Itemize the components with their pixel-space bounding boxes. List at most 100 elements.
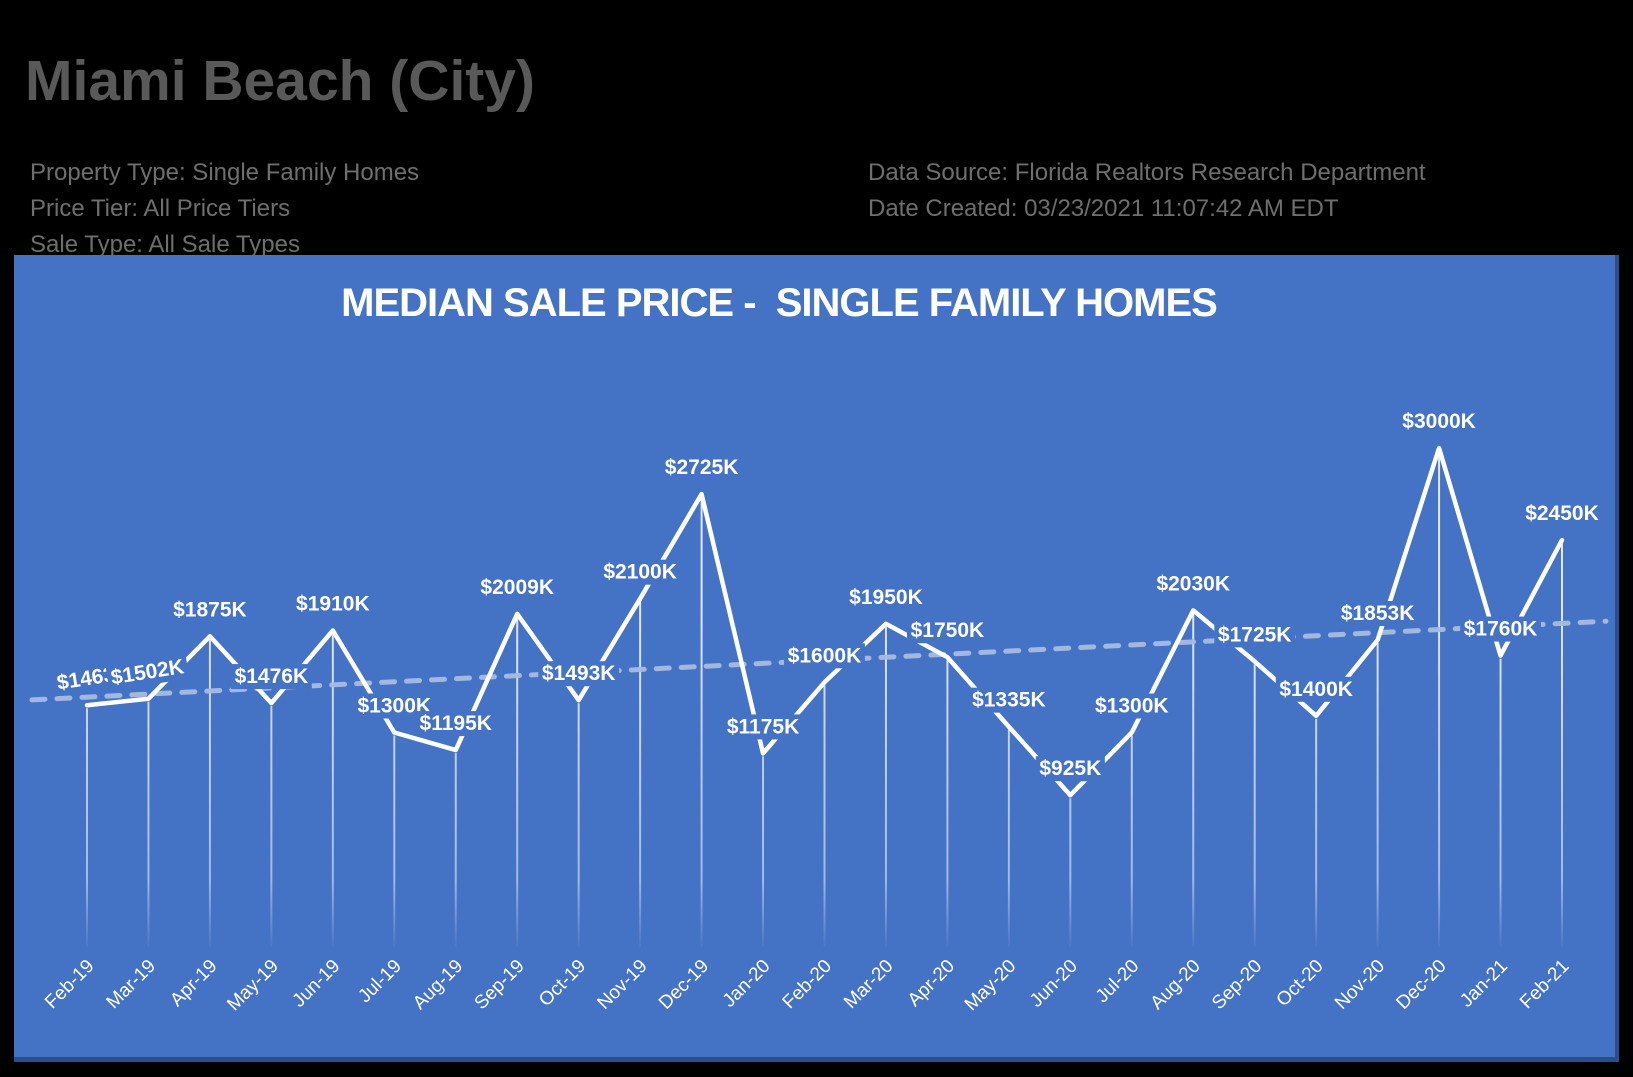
drop-lines: [86, 451, 1563, 947]
data-point-label: $1750K: [907, 618, 988, 644]
price-tier-label: Price Tier: All Price Tiers: [30, 195, 291, 222]
data-point-label: $1760K: [1460, 616, 1541, 642]
x-axis-label: Nov-20: [1331, 956, 1389, 1014]
data-label-text: $1875K: [173, 598, 247, 621]
data-point-label: $2100K: [599, 559, 681, 585]
data-point-label: $3000K: [1398, 409, 1480, 435]
data-point-label: $1195K: [415, 711, 497, 737]
data-point-label: $1600K: [784, 643, 865, 669]
data-label-text: $2725K: [665, 456, 739, 479]
data-source-label: Data Source: Florida Realtors Research D…: [868, 159, 1426, 186]
data-label-backing: [476, 574, 558, 600]
data-label-text: $2450K: [1525, 502, 1599, 525]
data-label-text: $2009K: [480, 576, 554, 599]
date-created-label: Date Created: 03/23/2021 11:07:42 AM EDT: [868, 195, 1339, 222]
data-label-backing: [1460, 616, 1541, 642]
data-label-text: $2100K: [603, 561, 677, 584]
data-point-label: $1910K: [292, 591, 374, 617]
data-label-text: $1400K: [1279, 678, 1353, 701]
data-label-backing: [169, 597, 251, 623]
data-label-text: $1950K: [849, 586, 923, 609]
x-axis-label: Mar-20: [840, 956, 897, 1013]
property-type-label: Property Type: Single Family Homes: [30, 159, 420, 186]
data-point-label: $925K: [1035, 756, 1105, 782]
data-label-backing: [1152, 571, 1234, 597]
data-label-text: $2030K: [1156, 572, 1230, 595]
data-label-text: $1300K: [358, 695, 432, 718]
data-label-backing: [784, 643, 865, 669]
chart-plot: $1463$1502K$1875K$1476K$1910K$1300K$1195…: [29, 409, 1609, 1016]
data-label-backing: [105, 653, 190, 691]
x-axis-label: Oct-20: [1273, 956, 1328, 1011]
data-label-text: $1600K: [788, 644, 862, 667]
report-meta-right: Data Source: Florida Realtors Research D…: [868, 155, 1426, 227]
x-axis-label: Aug-20: [1147, 956, 1205, 1014]
data-label-backing: [722, 714, 804, 740]
data-point-labels: $1463$1502K$1875K$1476K$1910K$1300K$1195…: [49, 409, 1603, 782]
x-axis-label: Aug-19: [409, 956, 467, 1014]
data-point-label: $1502K: [105, 653, 190, 691]
x-axis-label: Jan-21: [1456, 956, 1512, 1012]
data-label-text: $1476K: [235, 665, 309, 688]
data-label-backing: [1521, 501, 1603, 527]
data-label-backing: [1035, 756, 1105, 782]
x-axis-label: Apr-20: [904, 956, 959, 1011]
x-axis-label: Sep-20: [1208, 956, 1266, 1014]
x-axis-label: Dec-19: [655, 956, 713, 1014]
data-label-text: $1725K: [1218, 623, 1292, 646]
data-point-label: $2030K: [1152, 571, 1234, 597]
chart-title: MEDIAN SALE PRICE - SINGLE FAMILY HOMES: [341, 281, 1218, 325]
data-label-text: $1493K: [542, 662, 616, 685]
series-line-path: [84, 445, 1565, 798]
data-label-backing: [1398, 409, 1480, 435]
x-axis-label: Apr-19: [166, 956, 221, 1011]
x-axis-label: Nov-19: [593, 956, 651, 1014]
data-point-label: $1400K: [1275, 676, 1357, 702]
x-axis-label: Mar-19: [103, 956, 160, 1013]
x-axis-label: Jul-19: [354, 956, 405, 1007]
data-label-backing: [968, 687, 1050, 713]
sale-type-label: Sale Type: All Sale Types: [30, 231, 300, 258]
data-label-text: $1335K: [972, 689, 1046, 712]
data-label-backing: [845, 584, 927, 610]
x-axis-label: Feb-20: [779, 956, 836, 1013]
page-title: Miami Beach (City): [25, 49, 535, 113]
data-point-label: $2450K: [1521, 501, 1603, 527]
x-axis-label: Dec-20: [1392, 956, 1450, 1014]
data-label-backing: [1091, 693, 1173, 719]
data-point-label: $2725K: [661, 455, 742, 481]
data-point-label: $1335K: [968, 687, 1050, 713]
data-point-label: $2009K: [476, 574, 558, 600]
x-axis-label: Jan-20: [719, 956, 775, 1012]
data-point-label: $1476K: [230, 664, 312, 690]
data-label-backing: [599, 559, 681, 585]
data-label-backing: [907, 618, 988, 644]
data-label-backing: [1214, 622, 1296, 648]
data-label-backing: [1337, 600, 1419, 626]
data-point-label: $1300K: [353, 693, 435, 719]
median-sale-price-chart: MEDIAN SALE PRICE - SINGLE FAMILY HOMES …: [14, 255, 1619, 1062]
data-label-backing: [230, 664, 312, 690]
x-axis-label: Jun-20: [1026, 956, 1082, 1012]
data-label-backing: [292, 591, 374, 617]
data-point-label: $1950K: [845, 584, 927, 610]
data-point-label: $1300K: [1091, 693, 1173, 719]
data-point-label: $1725K: [1214, 622, 1296, 648]
x-axis-label: Jul-20: [1092, 956, 1143, 1007]
data-label-text: $1760K: [1464, 618, 1538, 641]
report-meta-left: Property Type: Single Family Homes Price…: [30, 155, 419, 263]
x-axis-label: Sep-19: [471, 956, 529, 1014]
data-label-text: $3000K: [1402, 410, 1476, 433]
data-label-backing: [49, 661, 123, 697]
data-point-label: $1493K: [538, 661, 620, 687]
data-label-backing: [1275, 676, 1357, 702]
data-point-label: $1175K: [722, 714, 804, 740]
x-axis-label: Jun-19: [288, 956, 344, 1012]
x-axis-label: May-19: [223, 956, 283, 1016]
x-axis-label: Feb-21: [1516, 956, 1573, 1013]
data-point-label: $1875K: [169, 597, 251, 623]
x-axis-label: Oct-19: [535, 956, 590, 1011]
data-label-backing: [661, 455, 742, 481]
series-line: [84, 445, 1565, 798]
data-label-backing: [415, 711, 497, 737]
